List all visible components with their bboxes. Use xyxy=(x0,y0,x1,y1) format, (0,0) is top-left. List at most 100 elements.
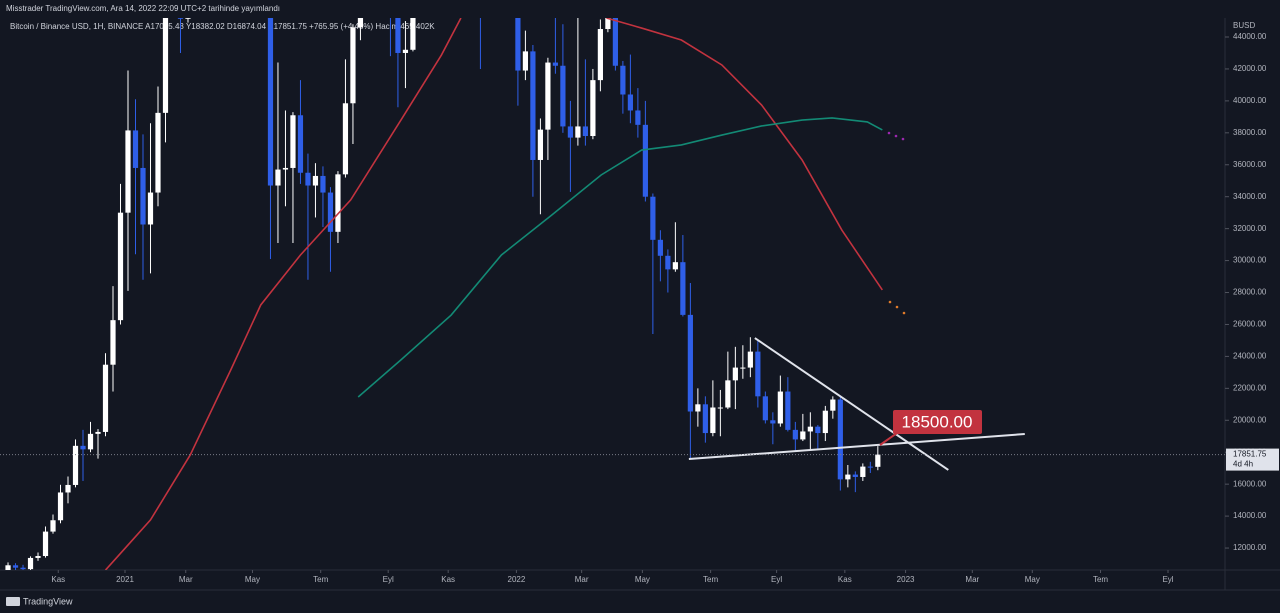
candle-body xyxy=(852,474,858,477)
candle-body xyxy=(305,172,311,186)
candle-body xyxy=(5,565,11,570)
candle-body xyxy=(695,404,701,412)
footer-brand: TradingView xyxy=(23,596,73,606)
candle-body xyxy=(575,126,581,138)
candle-body xyxy=(605,18,611,30)
candle-body xyxy=(792,429,798,440)
candle-body xyxy=(747,351,753,368)
logo xyxy=(6,597,20,606)
projection-dots xyxy=(887,131,906,315)
y-tick-label: 34000.00 xyxy=(1233,192,1267,201)
candle-body xyxy=(755,351,761,397)
candle-body xyxy=(635,110,641,125)
candle-body xyxy=(117,212,124,321)
candle-body xyxy=(320,175,326,193)
candle-body xyxy=(545,62,551,130)
x-tick-label: Eyl xyxy=(771,575,782,584)
candle-body xyxy=(80,445,86,450)
candle-body xyxy=(845,474,851,480)
candle-body xyxy=(815,426,821,434)
candle-body xyxy=(95,431,101,434)
candle-body xyxy=(87,433,94,450)
last-price-box xyxy=(1226,448,1279,471)
candle-body xyxy=(860,466,866,477)
candle-body xyxy=(312,175,319,186)
candle-body xyxy=(777,391,783,424)
x-tick-label: May xyxy=(245,575,260,584)
candle-body xyxy=(627,94,633,111)
candle-body xyxy=(350,27,356,104)
candle-body xyxy=(522,51,529,71)
axes: 12000.0014000.0016000.0018000.0020000.00… xyxy=(51,32,1279,584)
candle-body xyxy=(177,18,184,19)
annotation-box xyxy=(893,410,982,434)
x-tick-label: 2021 xyxy=(116,575,134,584)
y-tick-label: 20000.00 xyxy=(1233,415,1267,424)
x-tick-label: 2022 xyxy=(508,575,526,584)
candle-body xyxy=(567,126,573,138)
x-tick-label: Eyl xyxy=(1162,575,1173,584)
candle-body xyxy=(875,454,881,467)
candle-body xyxy=(162,18,169,113)
moving-average-line xyxy=(357,117,883,398)
y-tick-label: 36000.00 xyxy=(1233,160,1267,169)
candle-body xyxy=(155,112,161,193)
candle-body xyxy=(290,115,296,168)
x-tick-label: Mar xyxy=(179,575,193,584)
y-tick-label: 42000.00 xyxy=(1233,64,1267,73)
candle-body xyxy=(672,262,678,270)
candle-body xyxy=(515,18,521,71)
countdown-label: 4d 4h xyxy=(1233,460,1253,469)
x-tick-label: Mar xyxy=(965,575,979,584)
trend-line xyxy=(754,337,949,471)
candle-body xyxy=(297,115,304,173)
y-tick-label: 16000.00 xyxy=(1233,479,1267,488)
x-tick-label: Mar xyxy=(575,575,589,584)
candle-body xyxy=(185,18,191,19)
candle-body xyxy=(132,130,139,168)
published-note: Misstrader TradingView.com, Ara 14, 2022… xyxy=(6,4,280,13)
candle-body xyxy=(770,420,776,424)
candle-body xyxy=(102,364,109,432)
candle-body xyxy=(597,29,603,81)
candle-body xyxy=(72,445,79,485)
candle-body xyxy=(275,169,281,186)
candle-body xyxy=(687,314,693,412)
y-tick-label: 44000.00 xyxy=(1233,32,1267,41)
candle-body xyxy=(800,431,806,440)
candle-body xyxy=(335,174,341,232)
candle-body xyxy=(147,192,154,225)
candle-body xyxy=(110,320,116,365)
candle-body xyxy=(342,103,349,175)
candle-body xyxy=(12,565,19,568)
x-tick-label: 2023 xyxy=(897,575,915,584)
candle-body xyxy=(327,192,334,232)
x-tick-label: Tem xyxy=(313,575,328,584)
moving-average-line xyxy=(104,18,462,570)
candle-body xyxy=(807,426,813,432)
x-tick-label: Tem xyxy=(1093,575,1108,584)
candle-body xyxy=(530,51,536,160)
candle-body xyxy=(125,130,131,213)
candle-body xyxy=(57,492,64,521)
y-tick-label: 12000.00 xyxy=(1233,543,1267,552)
candle-body xyxy=(657,239,663,256)
currency: BUSD xyxy=(1233,21,1255,30)
x-tick-label: May xyxy=(1025,575,1040,584)
candle-body xyxy=(717,407,723,409)
plot-pane xyxy=(0,18,1225,570)
last-price-label: 17851.75 xyxy=(1233,450,1267,459)
candle-body xyxy=(410,18,416,50)
candle-body xyxy=(710,407,716,434)
x-tick-label: Kas xyxy=(51,575,65,584)
candle-body xyxy=(837,399,843,480)
candle-body xyxy=(740,367,746,369)
x-tick-label: Tem xyxy=(703,575,718,584)
candle-body xyxy=(785,391,791,430)
candle-body xyxy=(582,126,588,137)
candle-body xyxy=(140,167,146,225)
candle-body xyxy=(35,556,41,558)
y-tick-label: 38000.00 xyxy=(1233,128,1267,137)
